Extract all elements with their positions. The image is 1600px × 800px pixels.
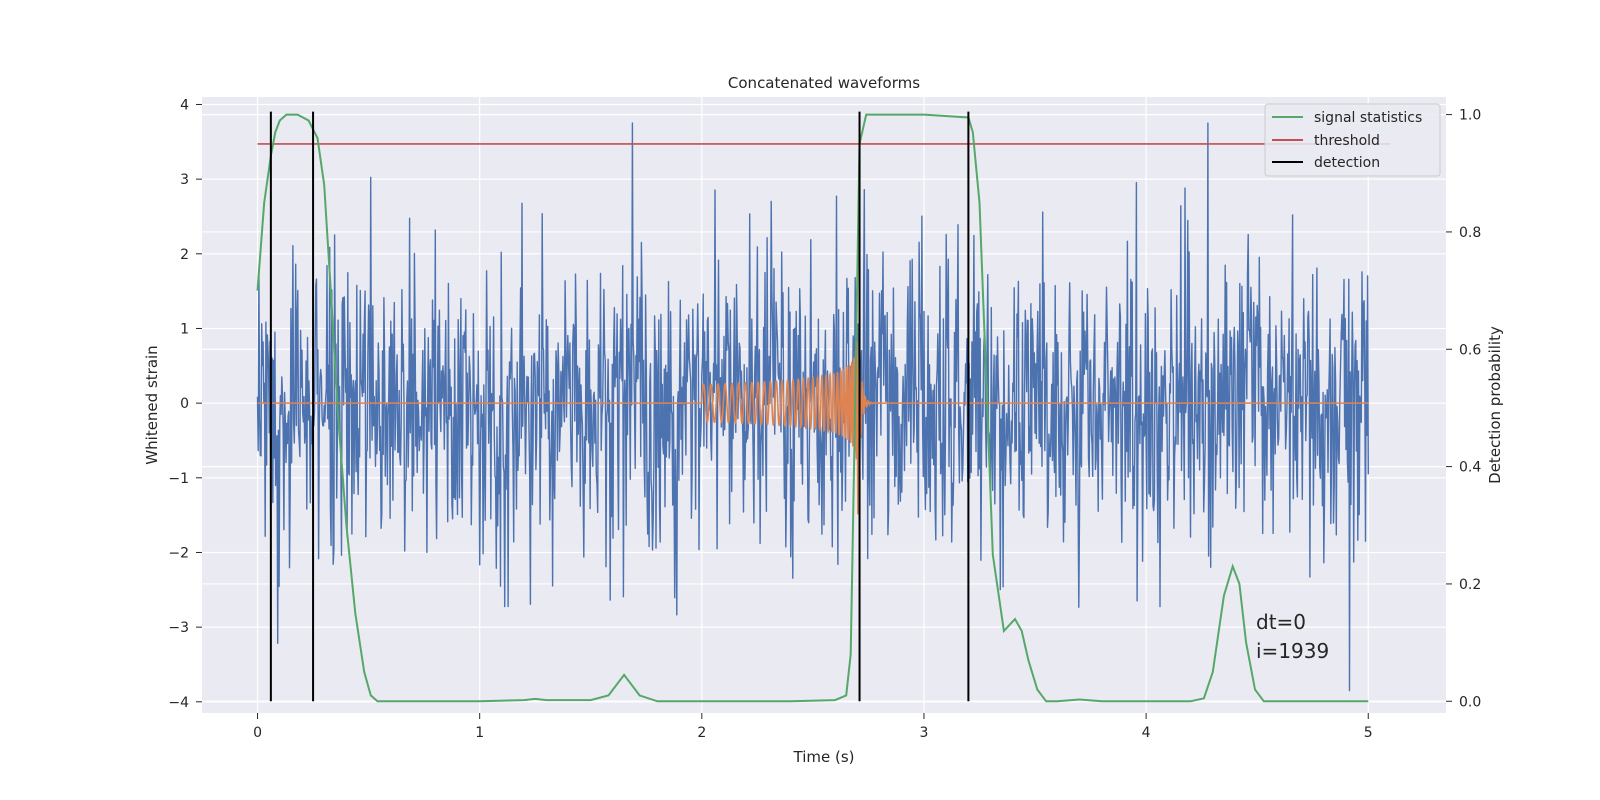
y2-tick-label: 0.2 [1459,577,1481,593]
detection-lines [269,111,970,702]
legend: signal statistics threshold detection [1264,103,1441,177]
x-tick-label: 4 [1142,725,1151,741]
y2-tick-label: 0.4 [1459,460,1481,476]
x-tick-label: 3 [920,725,929,741]
y-tick-label: −2 [168,545,189,561]
legend-label-detection: detection [1314,155,1380,171]
chart-title: Concatenated waveforms [728,74,920,92]
y-axis-ticks: −4 −3 −2 −1 0 1 2 3 4 [168,97,202,711]
legend-label-signal-statistics: signal statistics [1314,110,1422,126]
y2-tick-label: 1.0 [1459,108,1481,124]
x-tick-label: 2 [697,725,706,741]
y-tick-label: 3 [180,172,189,188]
y2-tick-label: 0.8 [1459,225,1481,241]
y-tick-label: −4 [168,695,189,711]
y2-axis-label: Detection probability [1486,326,1504,484]
y2-tick-label: 0.6 [1459,342,1481,358]
x-tick-label: 5 [1364,725,1373,741]
x-axis-label: Time (s) [793,748,855,766]
y-tick-label: 2 [180,247,189,263]
y-tick-label: 0 [180,396,189,412]
y-axis-label: Whitened strain [143,345,161,464]
x-axis-ticks: 0 1 2 3 4 5 [253,713,1373,741]
y-tick-label: 4 [180,97,189,113]
template-series-line [257,341,1369,515]
y-tick-label: 1 [180,321,189,337]
annotation-dt: dt=0 [1256,610,1306,634]
x-tick-label: 1 [475,725,484,741]
y-tick-label: −1 [168,471,189,487]
y2-tick-label: 0.0 [1459,694,1481,710]
y2-axis-ticks: 0.0 0.2 0.4 0.6 0.8 1.0 [1446,108,1481,710]
annotation-i: i=1939 [1256,639,1329,663]
x-tick-label: 0 [253,725,262,741]
signal-statistics-series-line [256,113,1369,703]
legend-box [1264,103,1441,177]
legend-label-threshold: threshold [1314,133,1380,149]
y-tick-label: −3 [168,620,189,636]
